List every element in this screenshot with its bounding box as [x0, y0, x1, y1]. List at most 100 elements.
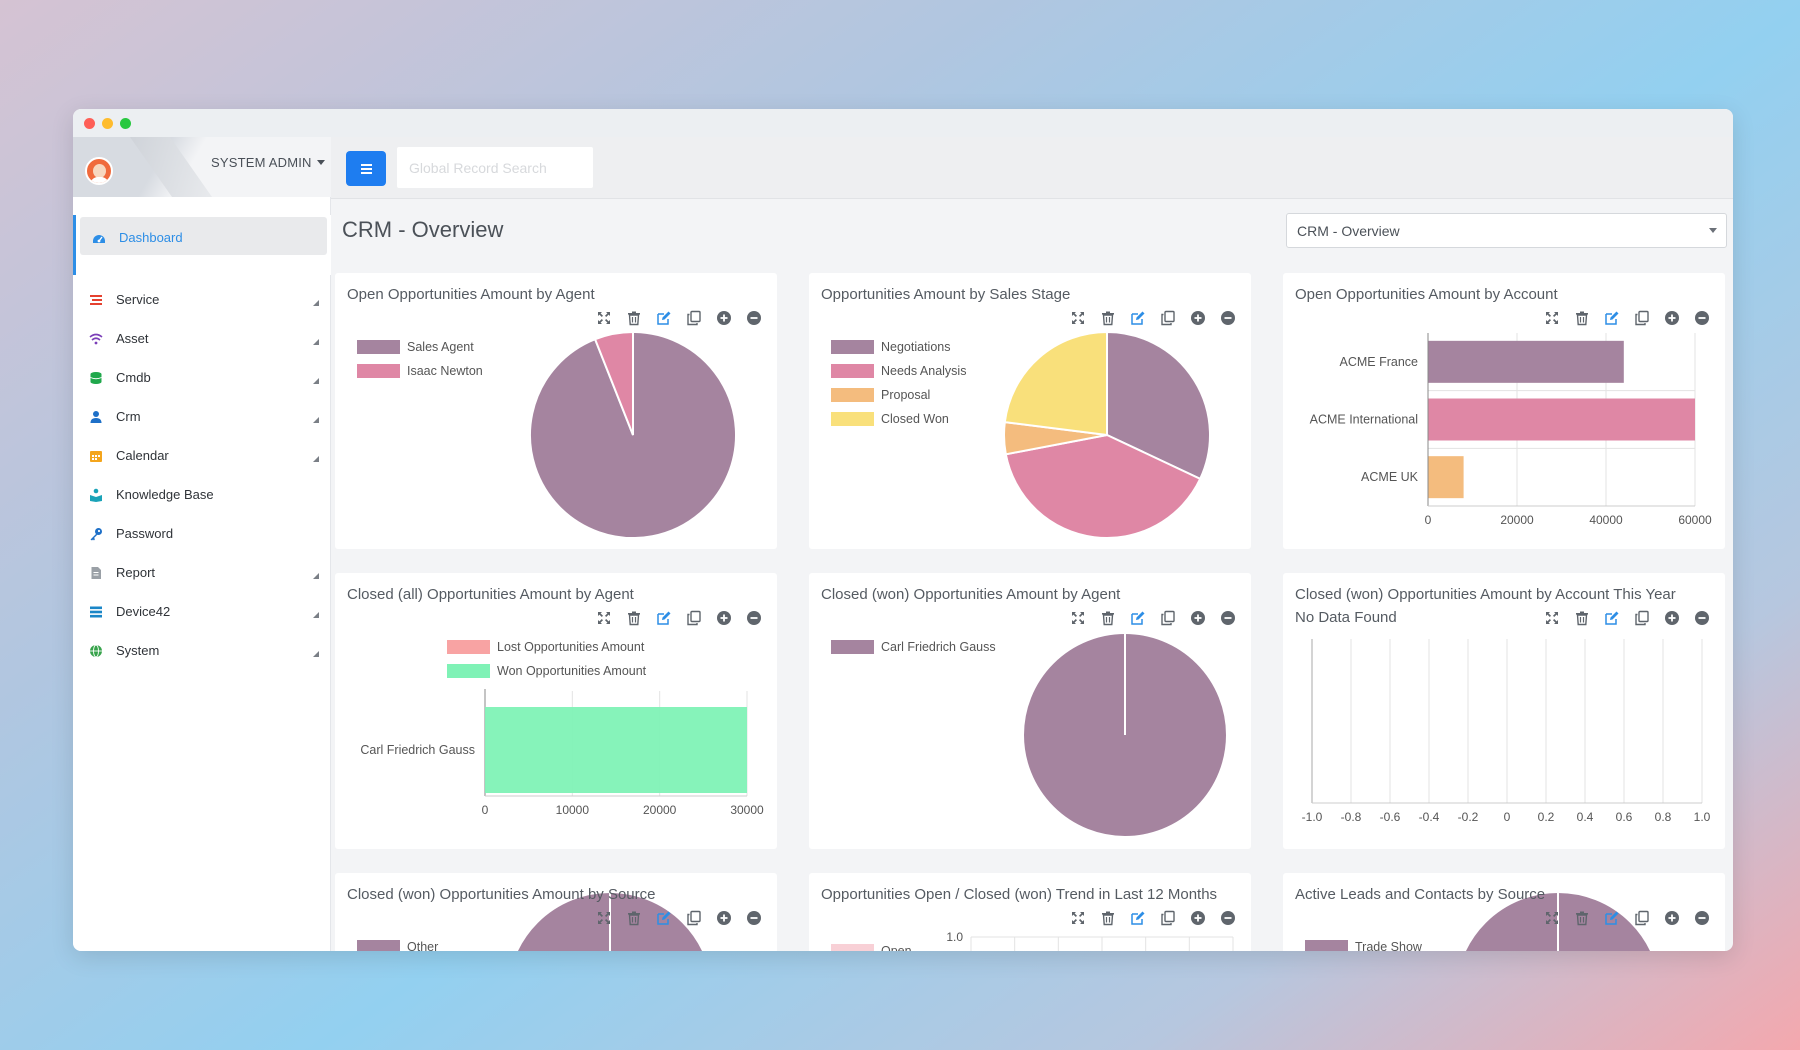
user-menu[interactable]: SYSTEM ADMIN [211, 155, 325, 170]
minus-circle-icon[interactable] [1219, 609, 1237, 627]
plus-circle-icon[interactable] [1663, 309, 1681, 327]
expand-icon[interactable] [1069, 609, 1087, 627]
plus-circle-icon[interactable] [715, 309, 733, 327]
plus-circle-icon[interactable] [1189, 909, 1207, 927]
expand-icon[interactable] [595, 609, 613, 627]
chart-svg [529, 330, 737, 539]
sidebar-item-system[interactable]: System [73, 634, 331, 668]
sidebar-item-calendar[interactable]: Calendar [73, 439, 331, 473]
edit-icon[interactable] [655, 909, 673, 927]
edit-icon[interactable] [655, 309, 673, 327]
legend-item[interactable]: Needs Analysis [831, 359, 966, 383]
x-tick-label: 0.8 [1655, 810, 1672, 824]
expand-arrow-icon[interactable] [313, 573, 319, 579]
expand-arrow-icon[interactable] [313, 651, 319, 657]
sidebar-item-dashboard[interactable]: Dashboard [76, 221, 334, 255]
edit-icon[interactable] [1129, 909, 1147, 927]
copy-icon[interactable] [1633, 309, 1651, 327]
copy-icon[interactable] [1633, 909, 1651, 927]
plus-circle-icon[interactable] [1663, 609, 1681, 627]
expand-icon[interactable] [1543, 909, 1561, 927]
maximize-window-button[interactable] [120, 118, 131, 129]
sidebar-item-crm[interactable]: Crm [73, 400, 331, 434]
edit-icon[interactable] [1129, 309, 1147, 327]
expand-icon[interactable] [1543, 609, 1561, 627]
plus-circle-icon[interactable] [1663, 909, 1681, 927]
trash-icon[interactable] [1099, 909, 1117, 927]
global-search-input[interactable] [397, 147, 593, 188]
x-tick-label: 0 [1425, 513, 1432, 527]
copy-icon[interactable] [1159, 309, 1177, 327]
trash-icon[interactable] [1099, 309, 1117, 327]
edit-icon[interactable] [1129, 609, 1147, 627]
minus-circle-icon[interactable] [1693, 309, 1711, 327]
edit-icon[interactable] [1603, 909, 1621, 927]
sidebar-item-password[interactable]: Password [73, 517, 331, 551]
legend-item[interactable]: Trade Show [1305, 935, 1422, 951]
trash-icon[interactable] [1573, 909, 1591, 927]
trash-icon[interactable] [1573, 609, 1591, 627]
minus-circle-icon[interactable] [745, 309, 763, 327]
legend-item[interactable]: Won Opportunities Amount [447, 659, 646, 683]
legend-item[interactable]: Negotiations [831, 335, 966, 359]
trash-icon[interactable] [1099, 609, 1117, 627]
legend-item[interactable]: Isaac Newton [357, 359, 483, 383]
legend-item[interactable]: Open [831, 939, 912, 951]
sidebar-item-device42[interactable]: Device42 [73, 595, 331, 629]
legend-item[interactable]: Proposal [831, 383, 966, 407]
sidebar-item-cmdb[interactable]: Cmdb [73, 361, 331, 395]
edit-icon[interactable] [655, 609, 673, 627]
expand-icon[interactable] [1543, 309, 1561, 327]
minus-circle-icon[interactable] [1219, 909, 1237, 927]
copy-icon[interactable] [685, 909, 703, 927]
edit-icon[interactable] [1603, 609, 1621, 627]
x-tick-label: 40000 [1589, 513, 1623, 527]
plus-circle-icon[interactable] [715, 609, 733, 627]
expand-icon[interactable] [1069, 909, 1087, 927]
trash-icon[interactable] [625, 909, 643, 927]
expand-arrow-icon[interactable] [313, 378, 319, 384]
menu-toggle-button[interactable] [346, 151, 386, 186]
close-window-button[interactable] [84, 118, 95, 129]
minus-circle-icon[interactable] [745, 909, 763, 927]
sidebar-item-knowledge-base[interactable]: Knowledge Base [73, 478, 331, 512]
legend-item[interactable]: Closed Won [831, 407, 966, 431]
plus-circle-icon[interactable] [1189, 309, 1207, 327]
sidebar-item-asset[interactable]: Asset [73, 322, 331, 356]
sidebar-item-report[interactable]: Report [73, 556, 331, 590]
avatar[interactable] [85, 157, 113, 185]
sidebar-item-service[interactable]: Service [73, 283, 331, 317]
legend-item[interactable]: Carl Friedrich Gauss [831, 635, 996, 659]
expand-arrow-icon[interactable] [313, 417, 319, 423]
dashboard-select[interactable]: CRM - Overview [1286, 213, 1727, 248]
plus-circle-icon[interactable] [715, 909, 733, 927]
legend-item[interactable]: Lost Opportunities Amount [447, 635, 646, 659]
legend-item[interactable]: Sales Agent [357, 335, 483, 359]
trash-icon[interactable] [625, 309, 643, 327]
minus-circle-icon[interactable] [1693, 909, 1711, 927]
minimize-window-button[interactable] [102, 118, 113, 129]
plus-circle-icon[interactable] [1189, 609, 1207, 627]
service-icon [89, 293, 103, 307]
minus-circle-icon[interactable] [1219, 309, 1237, 327]
category-label: ACME International [1310, 413, 1418, 427]
expand-icon[interactable] [595, 309, 613, 327]
expand-arrow-icon[interactable] [313, 612, 319, 618]
edit-icon[interactable] [1603, 309, 1621, 327]
trash-icon[interactable] [625, 609, 643, 627]
expand-arrow-icon[interactable] [313, 339, 319, 345]
minus-circle-icon[interactable] [745, 609, 763, 627]
expand-icon[interactable] [1069, 309, 1087, 327]
legend-item[interactable]: Other [357, 935, 438, 951]
expand-arrow-icon[interactable] [313, 300, 319, 306]
trash-icon[interactable] [1573, 309, 1591, 327]
copy-icon[interactable] [1159, 909, 1177, 927]
card-title: Closed (won) Opportunities Amount by Sou… [347, 886, 656, 903]
expand-icon[interactable] [595, 909, 613, 927]
copy-icon[interactable] [685, 609, 703, 627]
copy-icon[interactable] [1159, 609, 1177, 627]
expand-arrow-icon[interactable] [313, 456, 319, 462]
copy-icon[interactable] [685, 309, 703, 327]
copy-icon[interactable] [1633, 609, 1651, 627]
minus-circle-icon[interactable] [1693, 609, 1711, 627]
